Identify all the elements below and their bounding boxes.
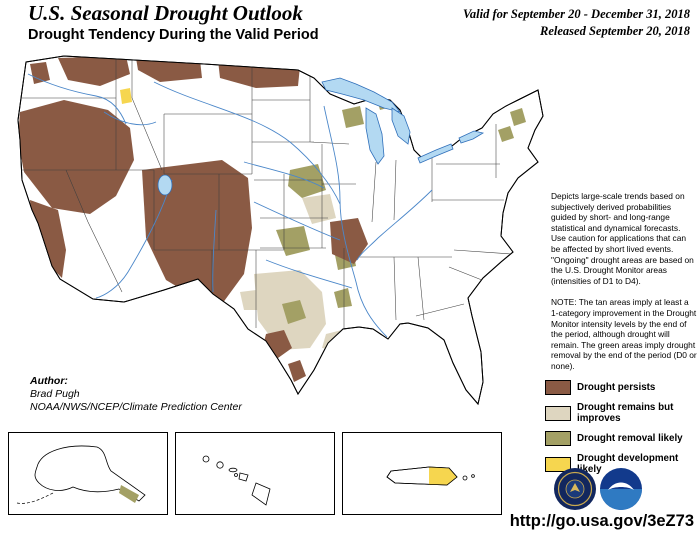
removal-upper-midwest — [342, 106, 364, 128]
note-paragraph: NOTE: The tan areas imply at least a 1-c… — [551, 297, 697, 371]
lanai-island — [234, 473, 238, 477]
aleutian-islands — [16, 492, 54, 504]
alaska-inset — [8, 432, 168, 515]
removal-central-texas — [282, 300, 306, 324]
valid-period-text: Valid for September 20 - December 31, 20… — [462, 7, 690, 21]
agency-logos — [552, 466, 644, 517]
rivers — [27, 73, 433, 338]
persists-south-texas-2 — [288, 360, 306, 382]
logos-svg — [554, 468, 642, 510]
author-name: Brad Pugh — [30, 388, 80, 400]
great-salt-lake — [157, 174, 173, 196]
author-label: Author: — [30, 375, 68, 387]
legend-swatch-persists — [545, 380, 571, 395]
development-idaho — [120, 88, 132, 104]
alaska-landmass — [34, 445, 146, 502]
legend-item-removal: Drought removal likely — [545, 431, 697, 446]
legend-label-improves: Drought remains but improves — [577, 402, 674, 424]
puerto-rico-inset — [342, 432, 502, 515]
improves-west-texas — [240, 290, 258, 310]
puerto-rico-map — [386, 466, 475, 486]
legend-swatch-improves — [545, 405, 571, 421]
hawaii-inset — [175, 432, 335, 515]
map-legend: Drought persists Drought remains but imp… — [545, 380, 697, 482]
us-coastline — [17, 55, 544, 406]
drought-development-regions — [120, 88, 132, 104]
improves-kansas-oklahoma — [302, 194, 336, 224]
legend-label-development: Drought development likely — [577, 453, 679, 475]
commerce-seal-icon — [554, 468, 596, 510]
legend-swatch-removal — [545, 431, 571, 446]
legend-item-development: Drought development likely — [545, 453, 697, 475]
alaska-map — [16, 445, 146, 504]
description-paragraph: Depicts large-scale trends based on subj… — [551, 191, 694, 286]
persists-missouri — [330, 218, 368, 264]
lake-huron — [391, 107, 411, 145]
development-puerto-rico-east — [429, 467, 457, 485]
lake-ontario — [458, 130, 485, 144]
hawaii-map — [202, 455, 271, 506]
maui-island — [238, 472, 249, 482]
persists-west-washington — [30, 62, 50, 84]
legend-swatch-development — [545, 456, 571, 472]
page-subtitle: Drought Tendency During the Valid Period — [28, 27, 319, 43]
removal-kansas-nebraska — [288, 164, 326, 198]
removal-oklahoma-panhandle — [276, 226, 310, 256]
removal-new-england-1 — [510, 108, 526, 126]
persists-montana-west — [136, 58, 202, 82]
removal-east-texas — [334, 288, 352, 308]
lake-superior — [321, 77, 402, 113]
lake-erie — [417, 143, 454, 164]
hawaii-big-island — [251, 482, 271, 506]
legend-label-persists: Drought persists — [577, 382, 656, 393]
author-org: NOAA/NWS/NCEP/Climate Prediction Center — [30, 401, 242, 413]
molokai-island — [228, 467, 238, 473]
removal-new-england-2 — [498, 126, 514, 142]
oahu-island — [216, 461, 224, 469]
released-date-text: Released September 20, 2018 — [540, 24, 690, 38]
persists-oregon-greatbasin — [18, 100, 134, 214]
legend-item-improves: Drought remains but improves — [545, 402, 697, 424]
great-lakes — [321, 77, 485, 165]
lake-michigan — [365, 107, 385, 165]
description-panel: Depicts large-scale trends based on subj… — [551, 191, 697, 383]
drought-persists-regions — [18, 56, 368, 382]
culebra-island — [471, 474, 475, 478]
vieques-island — [462, 475, 468, 481]
kauai-island — [202, 455, 210, 463]
persists-north-washington — [58, 56, 130, 86]
legend-label-removal: Drought removal likely — [577, 433, 683, 444]
page-title: U.S. Seasonal Drought Outlook — [28, 1, 303, 25]
valid-period-block: Valid for September 20 - December 31, 20… — [463, 6, 690, 40]
persists-four-corners — [142, 160, 252, 304]
conus-map — [17, 55, 544, 406]
noaa-logo-icon — [600, 468, 642, 510]
removal-alaska-panhandle — [119, 485, 139, 503]
persists-california-coast — [30, 200, 66, 278]
author-block: Author: Brad Pugh NOAA/NWS/NCEP/Climate … — [30, 375, 242, 414]
info-url: http://go.usa.gov/3eZ73 — [509, 512, 694, 530]
legend-item-persists: Drought persists — [545, 380, 697, 395]
puerto-rico-outline — [386, 466, 458, 486]
